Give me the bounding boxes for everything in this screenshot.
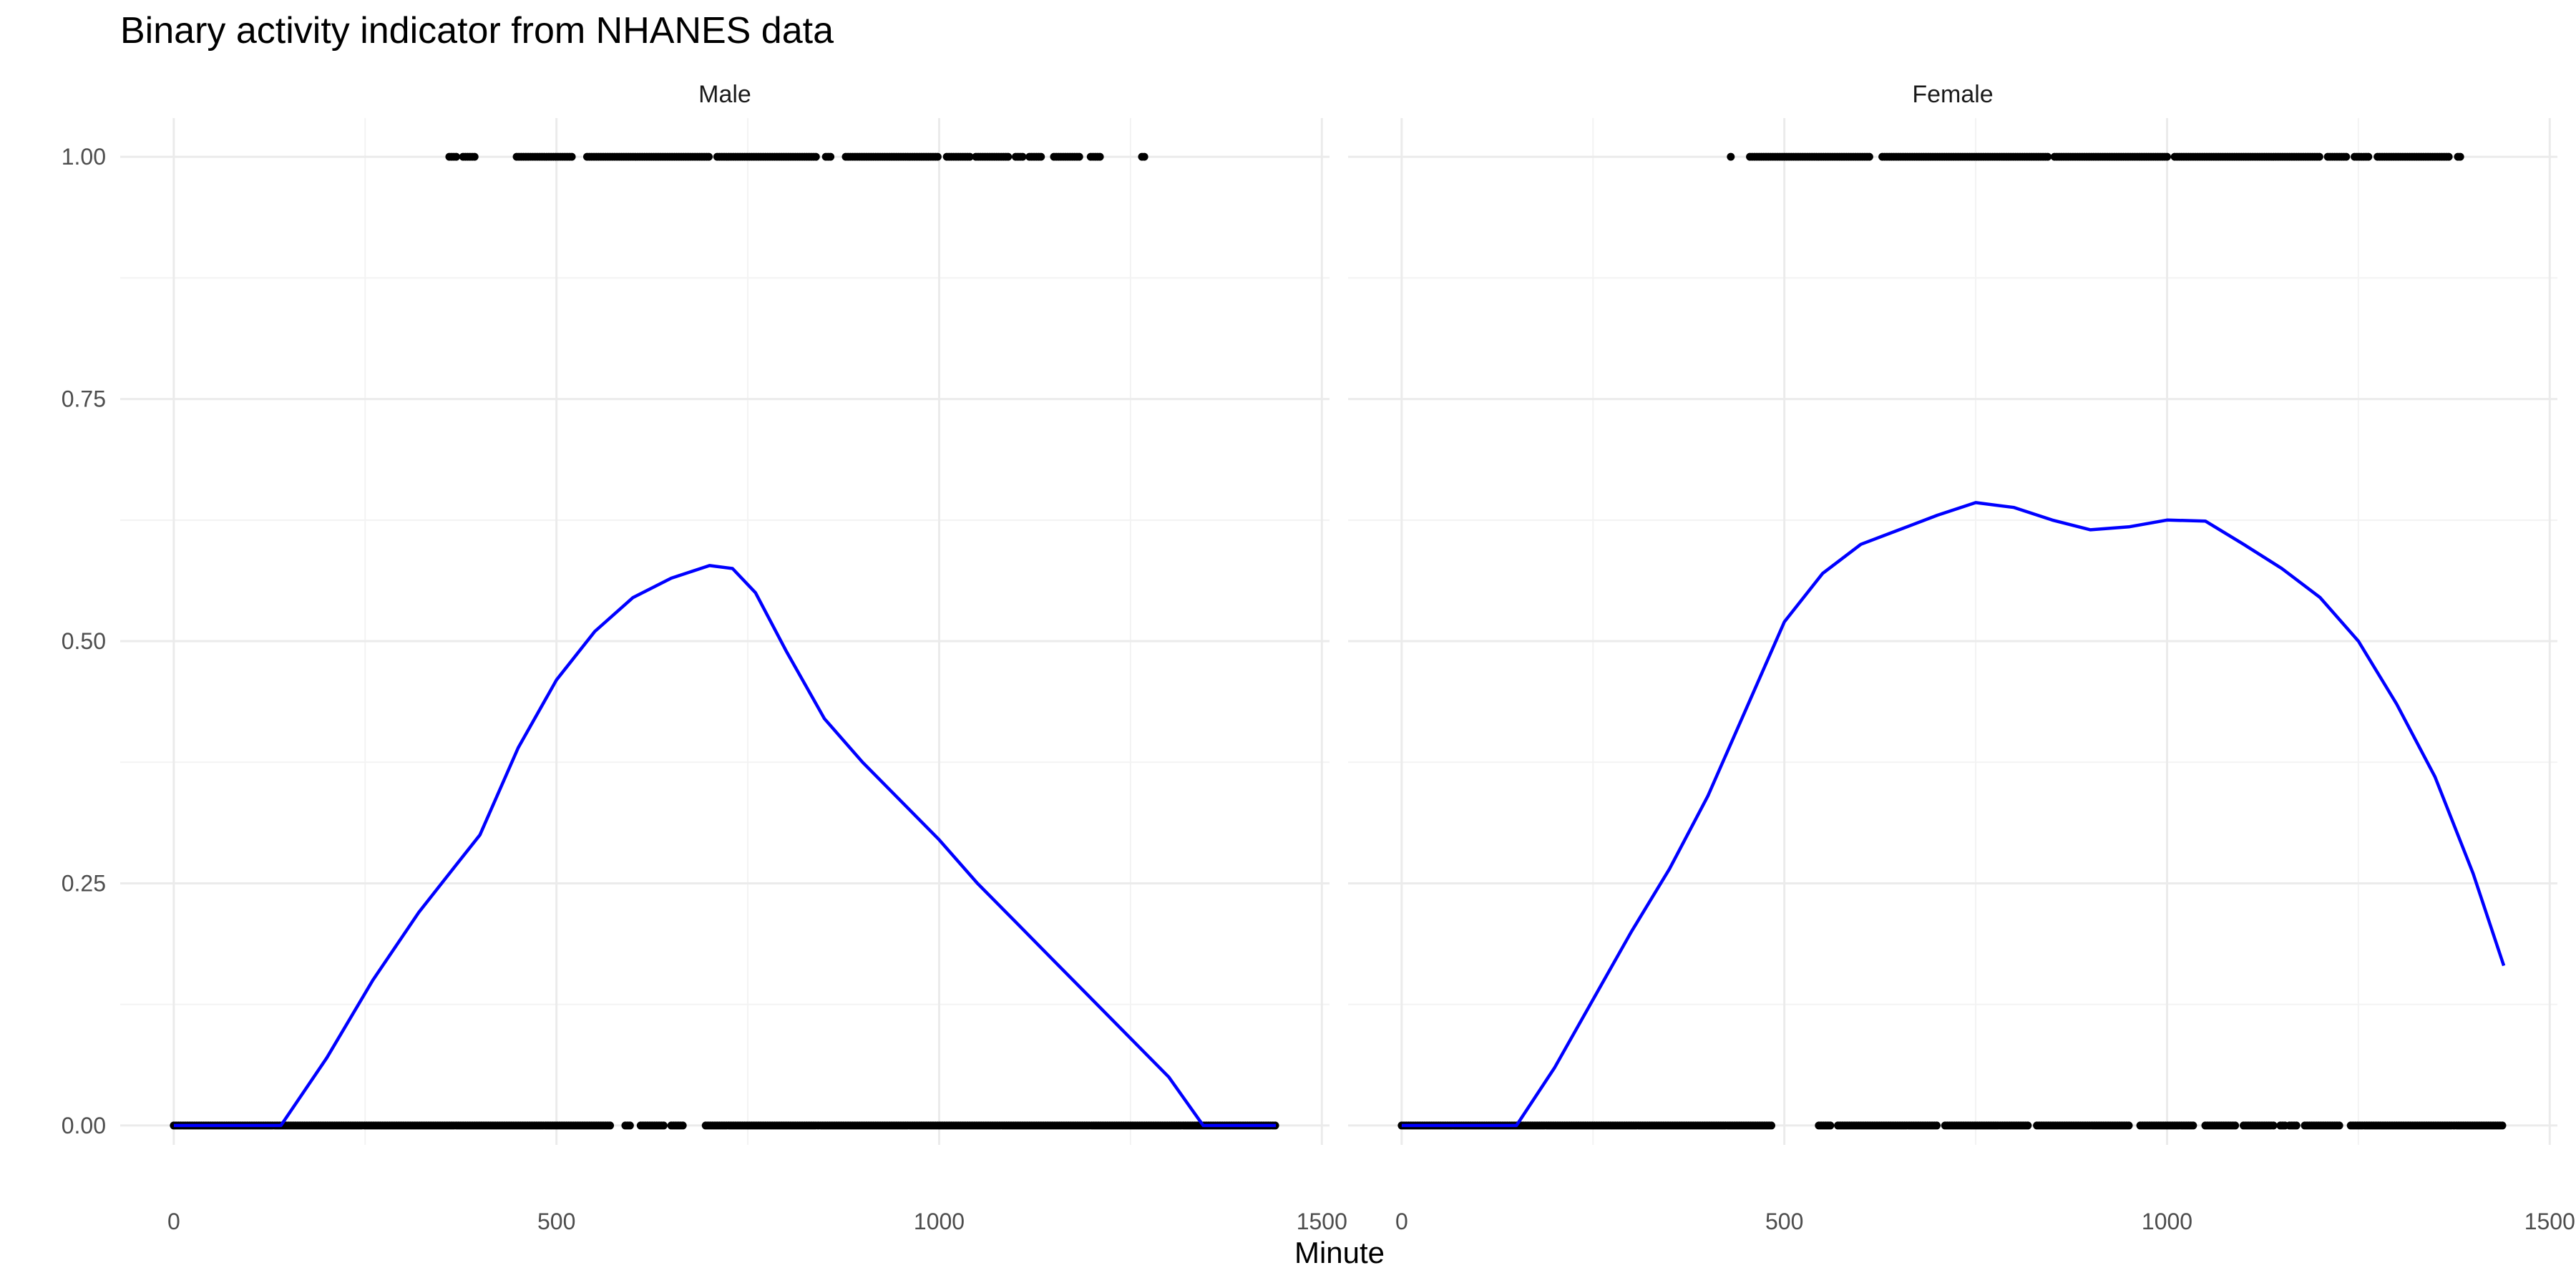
data-point-one [933, 152, 942, 161]
chart-title: Binary activity indicator from NHANES da… [120, 10, 834, 52]
x-tick-label: 1000 [914, 1209, 965, 1234]
data-point-one [1727, 152, 1735, 161]
data-point-one [965, 152, 974, 161]
y-tick-label: 0.75 [62, 386, 106, 412]
y-tick-label: 0.25 [62, 870, 106, 896]
data-point-one [2044, 152, 2052, 161]
data-point-zero [1767, 1121, 1775, 1130]
panel-male: Male 0 500 1000 1500 [120, 81, 1347, 1234]
data-point-zero [2124, 1121, 2133, 1130]
data-point-one [705, 152, 713, 161]
data-point-one [2162, 152, 2171, 161]
data-point-one [2444, 152, 2453, 161]
x-tick-label: 0 [1395, 1209, 1408, 1234]
data-point-one [1096, 152, 1104, 161]
data-point-one [452, 152, 461, 161]
data-point-one [1037, 152, 1045, 161]
data-point-one [2364, 152, 2373, 161]
data-point-one [567, 152, 576, 161]
x-tick-label: 500 [537, 1209, 575, 1234]
data-point-one [1865, 152, 1873, 161]
data-point-one [1075, 152, 1083, 161]
data-point-zero [1933, 1121, 1941, 1130]
smooth-line-female [1401, 501, 2506, 1128]
data-point-zero [2269, 1121, 2278, 1130]
data-point-one [1004, 152, 1013, 161]
panel-strip-label: Male [698, 81, 751, 108]
x-tick-label: 500 [1765, 1209, 1803, 1234]
data-point-zero [2231, 1121, 2240, 1130]
data-point-one [470, 152, 479, 161]
data-point-one [2342, 152, 2351, 161]
x-tick-label: 1500 [2524, 1209, 2575, 1234]
data-point-one [1140, 152, 1148, 161]
data-point-zero [2024, 1121, 2032, 1130]
data-point-zero [678, 1121, 687, 1130]
data-point-zero [2292, 1121, 2301, 1130]
data-point-zero [606, 1121, 615, 1130]
smooth-line-male [173, 564, 1277, 1128]
y-tick-label: 0.50 [62, 628, 106, 654]
data-point-zero [659, 1121, 668, 1130]
y-tick-label: 1.00 [62, 144, 106, 170]
data-point-one [2456, 152, 2464, 161]
data-point-zero [2335, 1121, 2343, 1130]
x-tick-label: 0 [167, 1209, 180, 1234]
data-point-one [811, 152, 820, 161]
x-tick-label: 1000 [2142, 1209, 2192, 1234]
data-point-one [826, 152, 835, 161]
panel-strip-label: Female [1912, 81, 1993, 108]
data-point-zero [1826, 1121, 1835, 1130]
data-point-zero [2498, 1121, 2507, 1130]
data-point-one [1018, 152, 1027, 161]
data-point-zero [2189, 1121, 2197, 1130]
data-point-zero [625, 1121, 634, 1130]
data-point-one [2315, 152, 2323, 161]
y-tick-label: 0.00 [62, 1113, 106, 1138]
x-tick-label: 1500 [1297, 1209, 1347, 1234]
x-axis-label: Minute [1294, 1236, 1385, 1269]
panel-female: Female 0 500 1000 1500 [1348, 81, 2575, 1234]
